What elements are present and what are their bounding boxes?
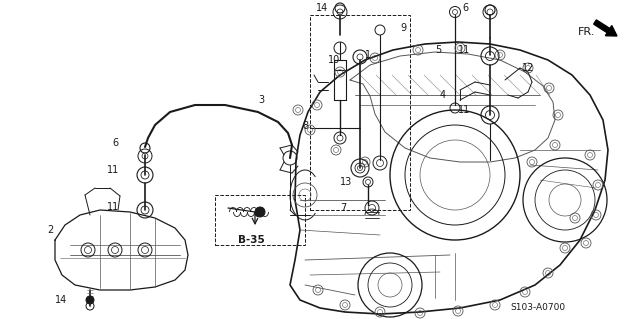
- Text: 14: 14: [55, 295, 67, 305]
- Text: 11: 11: [107, 165, 119, 175]
- Text: 13: 13: [340, 177, 352, 187]
- Text: 11: 11: [458, 45, 470, 55]
- Text: S103-A0700: S103-A0700: [510, 303, 565, 313]
- Text: 12: 12: [522, 63, 534, 73]
- Text: 6: 6: [462, 3, 468, 13]
- Text: 1: 1: [365, 50, 371, 60]
- Text: 5: 5: [435, 45, 441, 55]
- Text: 7: 7: [340, 203, 346, 213]
- Text: 3: 3: [258, 95, 264, 105]
- Text: 11: 11: [107, 202, 119, 212]
- Text: 8: 8: [302, 121, 308, 131]
- Text: 6: 6: [112, 138, 118, 148]
- Bar: [215, 195, 305, 245]
- Text: 11: 11: [458, 105, 470, 115]
- Text: 9: 9: [400, 23, 406, 33]
- Text: 10: 10: [328, 55, 340, 65]
- Circle shape: [86, 296, 94, 304]
- Text: 4: 4: [440, 90, 446, 100]
- FancyArrow shape: [594, 20, 617, 36]
- Circle shape: [255, 207, 265, 217]
- Bar: [310, 15, 410, 210]
- Text: FR.: FR.: [578, 27, 595, 37]
- Text: B-35: B-35: [238, 235, 265, 245]
- Text: 14: 14: [316, 3, 328, 13]
- Text: 2: 2: [47, 225, 53, 235]
